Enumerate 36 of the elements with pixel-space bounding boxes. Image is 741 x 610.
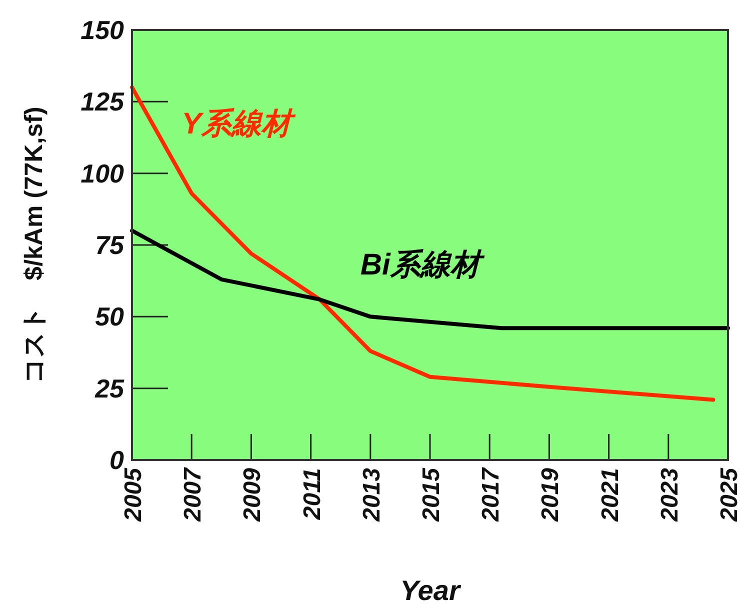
x-axis-title: Year [400, 575, 462, 606]
x-tick: 2015 [418, 434, 445, 522]
x-tick: 2025 [716, 468, 741, 522]
x-tick-label: 2017 [478, 466, 505, 522]
x-tick: 2007 [180, 434, 207, 522]
y-tick-label: 25 [94, 373, 125, 404]
x-tick-label: 2015 [418, 467, 445, 522]
y-tick-label: 100 [80, 158, 125, 188]
y-tick: 125 [80, 86, 168, 117]
x-tick-label: 2023 [656, 467, 684, 522]
x-tick-label: 2013 [358, 467, 386, 522]
x-tick-label: 2019 [537, 467, 564, 522]
y-tick: 75 [95, 230, 168, 260]
line-series [130, 228, 730, 330]
x-tick-label: 2021 [596, 468, 624, 522]
y-tick-label: 125 [80, 86, 125, 117]
y-tick: 150 [80, 15, 124, 45]
line-series [130, 85, 716, 402]
y-tick: 25 [95, 373, 168, 404]
x-tick: 2021 [596, 434, 624, 522]
x-tick: 2011 [298, 434, 326, 520]
x-tick: 2009 [239, 434, 266, 522]
series-label: Y系線材 [182, 107, 297, 140]
y-tick-label: 50 [95, 302, 125, 332]
series-label: Bi系線材 [360, 248, 486, 282]
x-tick-label: 2009 [239, 467, 266, 522]
x-tick-label: 2011 [298, 468, 326, 521]
y-tick: 50 [95, 302, 168, 332]
x-tick: 2023 [656, 434, 684, 522]
x-tick-label: 2007 [180, 466, 207, 522]
x-tick: 2019 [537, 434, 564, 522]
y-tick: 100 [80, 158, 168, 188]
x-tick: 2017 [478, 434, 505, 522]
y-axis-title: コスト $/kAm (77K,sf) [20, 106, 48, 384]
y-tick-label: 75 [95, 230, 125, 260]
x-tick: 2013 [358, 434, 386, 522]
